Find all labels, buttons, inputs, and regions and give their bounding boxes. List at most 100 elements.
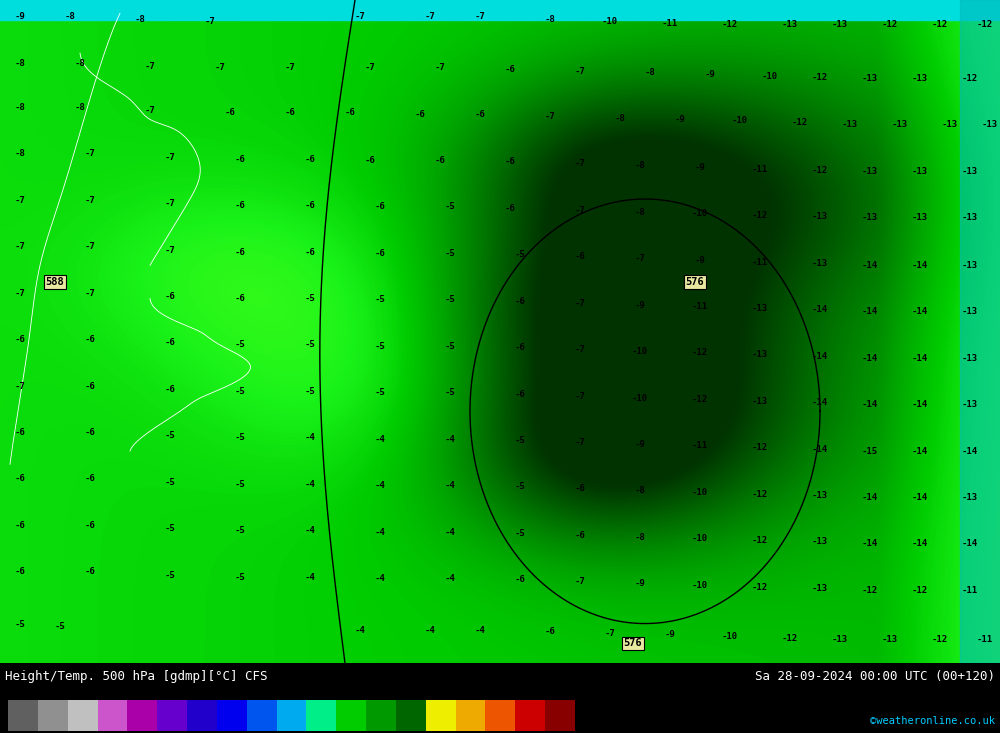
Text: -7: -7 — [165, 199, 175, 208]
Text: -7: -7 — [605, 629, 615, 638]
Text: -13: -13 — [842, 119, 858, 128]
Text: -13: -13 — [812, 537, 828, 547]
Text: -6: -6 — [165, 292, 175, 301]
Text: -13: -13 — [752, 304, 768, 313]
Text: -14: -14 — [912, 400, 928, 409]
Text: -6: -6 — [545, 627, 555, 636]
Text: -13: -13 — [982, 119, 998, 128]
Text: -8: -8 — [75, 103, 85, 112]
Text: -13: -13 — [782, 20, 798, 29]
Text: -6: -6 — [15, 521, 25, 530]
Text: -6: -6 — [365, 156, 375, 165]
Text: -12: -12 — [932, 635, 948, 644]
Text: -4: -4 — [445, 528, 455, 537]
Text: -9: -9 — [635, 440, 645, 449]
Text: -14: -14 — [812, 352, 828, 361]
Text: -6: -6 — [575, 485, 585, 493]
Text: -7: -7 — [575, 391, 585, 400]
Text: -13: -13 — [752, 397, 768, 406]
Text: -8: -8 — [635, 207, 645, 217]
Text: -8: -8 — [645, 68, 655, 78]
Text: -5: -5 — [305, 387, 315, 396]
Text: -5: -5 — [235, 387, 245, 396]
Text: -6: -6 — [85, 567, 95, 576]
Text: -12: -12 — [752, 490, 768, 498]
Text: -13: -13 — [812, 584, 828, 593]
Text: -10: -10 — [722, 633, 738, 641]
Text: -15: -15 — [862, 446, 878, 456]
Text: -8: -8 — [635, 533, 645, 542]
Text: -11: -11 — [752, 165, 768, 174]
Text: -9: -9 — [675, 115, 685, 124]
Bar — [68, 699, 98, 731]
Text: -7: -7 — [145, 106, 155, 115]
Text: -8: -8 — [15, 103, 25, 112]
Text: -14: -14 — [912, 307, 928, 316]
Text: -10: -10 — [602, 17, 618, 26]
Text: -14: -14 — [962, 539, 978, 548]
Text: ©weatheronline.co.uk: ©weatheronline.co.uk — [870, 716, 995, 726]
Text: -13: -13 — [832, 20, 848, 29]
Bar — [336, 699, 366, 731]
Text: -7: -7 — [635, 254, 645, 263]
Bar — [306, 699, 336, 731]
Text: -12: -12 — [782, 633, 798, 643]
Text: -6: -6 — [505, 65, 515, 74]
Text: -11: -11 — [962, 586, 978, 595]
Text: -7: -7 — [165, 152, 175, 162]
Text: -7: -7 — [575, 159, 585, 169]
Text: -14: -14 — [862, 354, 878, 363]
Text: -4: -4 — [445, 574, 455, 583]
Text: -9: -9 — [635, 579, 645, 589]
Text: -8: -8 — [135, 15, 145, 24]
Text: -9: -9 — [695, 256, 705, 265]
Text: -11: -11 — [662, 19, 678, 28]
Text: -11: -11 — [977, 635, 993, 644]
Text: -13: -13 — [962, 354, 978, 363]
Text: -5: -5 — [235, 480, 245, 489]
Bar — [426, 699, 456, 731]
Text: -7: -7 — [165, 246, 175, 254]
Text: -7: -7 — [575, 438, 585, 447]
Text: -14: -14 — [862, 493, 878, 502]
Text: -12: -12 — [932, 20, 948, 29]
Bar — [187, 699, 217, 731]
Text: -13: -13 — [812, 491, 828, 500]
Text: -6: -6 — [235, 155, 245, 163]
Text: -7: -7 — [215, 63, 225, 72]
Text: -6: -6 — [225, 108, 235, 117]
Text: -5: -5 — [165, 431, 175, 441]
Text: -13: -13 — [862, 74, 878, 83]
Text: -7: -7 — [15, 196, 25, 205]
Text: -6: -6 — [575, 531, 585, 539]
Text: -4: -4 — [425, 626, 435, 635]
Text: -13: -13 — [942, 119, 958, 128]
Text: -6: -6 — [505, 204, 515, 213]
Bar — [247, 699, 277, 731]
Text: -6: -6 — [85, 335, 95, 344]
Text: -7: -7 — [15, 382, 25, 391]
Text: -5: -5 — [55, 622, 65, 631]
Text: -6: -6 — [285, 108, 295, 117]
Text: -6: -6 — [15, 428, 25, 437]
Text: -13: -13 — [812, 213, 828, 221]
Bar — [545, 699, 575, 731]
Text: -4: -4 — [375, 481, 385, 490]
Text: 576: 576 — [686, 277, 704, 287]
Text: -12: -12 — [692, 348, 708, 358]
Text: -4: -4 — [375, 574, 385, 583]
Text: -6: -6 — [305, 155, 315, 163]
Text: -14: -14 — [812, 445, 828, 454]
Text: -13: -13 — [912, 166, 928, 176]
Text: -10: -10 — [632, 347, 648, 356]
Text: -6: -6 — [515, 389, 525, 399]
Text: -8: -8 — [15, 150, 25, 158]
Text: -12: -12 — [812, 73, 828, 82]
Text: -14: -14 — [962, 446, 978, 456]
Text: -13: -13 — [892, 119, 908, 128]
Text: -5: -5 — [235, 526, 245, 535]
Text: -7: -7 — [425, 12, 435, 21]
Text: -4: -4 — [305, 480, 315, 489]
Text: -14: -14 — [912, 539, 928, 548]
Text: -6: -6 — [165, 339, 175, 347]
